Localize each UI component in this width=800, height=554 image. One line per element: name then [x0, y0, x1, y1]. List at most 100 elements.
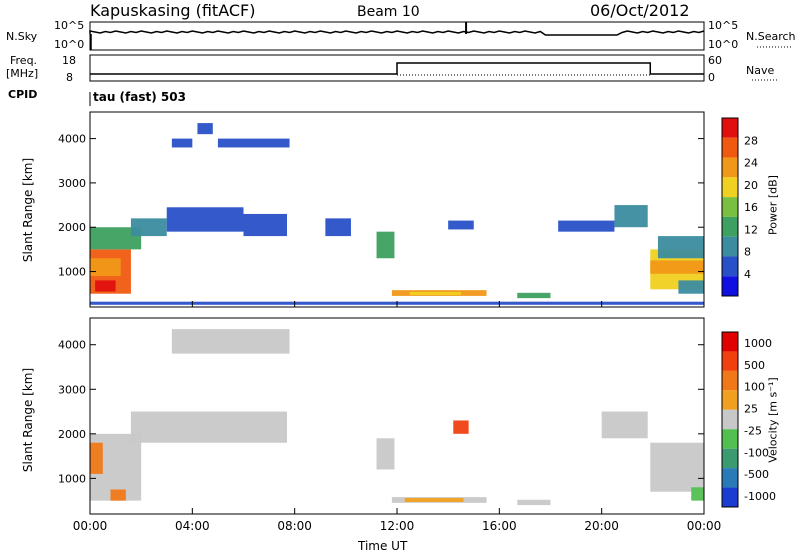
nsearch-tick-bottom: 10^0: [708, 38, 739, 51]
velocity-colorbar-tick: 100: [744, 381, 765, 394]
cpid-value: tau (fast) 503: [93, 90, 186, 104]
velocity-colorbar-swatch: [722, 370, 738, 391]
velocity-ytick-label: 4000: [58, 339, 86, 352]
velocity-colorbar-tick: -500: [744, 468, 769, 481]
velocity-colorbar-tick: 1000: [744, 337, 772, 350]
power-echo-region: [657, 236, 704, 259]
nsearch-tick-top: 10^5: [708, 19, 739, 32]
power-colorbar-swatch: [722, 118, 738, 138]
power-echo-region: [650, 260, 704, 274]
velocity-colorbar-swatch: [722, 409, 738, 430]
freq-tick-bottom: 8: [66, 71, 73, 84]
velocity-colorbar-swatch: [722, 429, 738, 449]
velocity-colorbar-frame: [721, 331, 739, 508]
time-xlabel: Time UT: [358, 539, 408, 553]
time-xtick-label: 16:00: [482, 519, 517, 533]
velocity-colorbar-swatch: [722, 332, 738, 352]
velocity-echo-region: [376, 438, 395, 470]
velocity-colorbar-tick: 500: [744, 359, 765, 372]
beam-label: Beam 10: [357, 4, 420, 20]
velocity-colorbar-swatch: [722, 351, 738, 371]
time-xtick-label: 00:00: [687, 519, 722, 533]
velocity-echo-region: [517, 499, 551, 506]
noise-trace: [89, 30, 705, 36]
power-echo-region: [243, 213, 287, 237]
power-echo-region: [376, 231, 395, 259]
power-echo-region: [217, 138, 290, 148]
freq-tick-top: 18: [62, 54, 76, 67]
power-colorbar-swatch: [722, 216, 738, 237]
power-colorbar-tick: 24: [744, 157, 758, 170]
power-colorbar-swatch: [722, 256, 738, 277]
velocity-echo-region: [404, 497, 464, 502]
power-colorbar-frame: [721, 117, 739, 297]
power-echo-region: [517, 292, 551, 299]
velocity-ytick-label: 2000: [58, 428, 86, 441]
power-colorbar-tick: 16: [744, 201, 758, 214]
mhz-label: [MHz]: [6, 67, 39, 80]
power-echo-region: [197, 123, 213, 135]
velocity-colorbar-tick: -1000: [744, 490, 776, 503]
noise-panel-frame: [89, 21, 705, 51]
power-echo-region: [95, 280, 116, 292]
velocity-echo-region: [691, 487, 704, 501]
power-echo-region: [409, 291, 461, 296]
velocity-echo-region: [601, 411, 648, 439]
date-label: 06/Oct/2012: [590, 1, 690, 20]
velocity-ytick-label: 3000: [58, 383, 86, 396]
power-colorbar-tick: 4: [744, 268, 751, 281]
freq-trace: [90, 62, 704, 75]
power-echo-region: [678, 280, 704, 294]
velocity-colorbar-swatch: [722, 448, 738, 469]
time-xtick-label: 12:00: [380, 519, 415, 533]
nsky-tick-bottom: 10^0: [54, 38, 85, 51]
power-colorbar-tick: 20: [744, 179, 758, 192]
power-ytick-label: 4000: [58, 133, 86, 146]
power-colorbar-swatch: [722, 137, 738, 158]
freq-label: Freq.: [10, 54, 38, 67]
power-ytick-label: 1000: [58, 266, 86, 279]
velocity-echo-region: [110, 489, 126, 501]
time-xtick-label: 04:00: [175, 519, 210, 533]
power-colorbar-swatch: [722, 157, 738, 178]
power-echo-region: [90, 227, 142, 250]
nsky-label: N.Sky: [6, 30, 38, 43]
velocity-colorbar-tick: -100: [744, 446, 769, 459]
nave-tick-top: 60: [708, 54, 722, 67]
velocity-echo-region: [171, 329, 290, 354]
power-panel: 1000 2000 3000 4000 4 8 12 16 20 24 28: [58, 111, 758, 308]
power-colorbar-swatch: [722, 177, 738, 198]
power-echo-region: [448, 220, 474, 230]
cpid-label: CPID: [8, 88, 38, 101]
velocity-colorbar-tick: 25: [744, 403, 758, 416]
velocity-echo-region: [130, 411, 287, 443]
velocity-echo-region: [650, 442, 704, 492]
freq-panel-frame: [89, 54, 705, 82]
time-xtick-label: 20:00: [584, 519, 619, 533]
velocity-colorbar-swatch: [722, 390, 738, 410]
time-xtick-label: 08:00: [277, 519, 312, 533]
nave-tick-bottom: 0: [708, 71, 715, 84]
power-echo-region: [325, 218, 351, 237]
power-echo-region: [90, 258, 121, 276]
nsky-tick-top: 10^5: [54, 19, 85, 32]
nave-label: Nave: [746, 64, 775, 77]
velocity-echo-region: [453, 420, 469, 434]
velocity-ytick-label: 1000: [58, 472, 86, 485]
power-echo-region: [130, 218, 167, 237]
power-colorbar-tick: 8: [744, 246, 751, 259]
time-xtick-label: 00:00: [73, 519, 108, 533]
velocity-panel: 1000 2000 3000 4000 1000 500 100 25 -25 -100 -500 -…: [58, 317, 776, 515]
power-ytick-label: 3000: [58, 177, 86, 190]
velocity-colorbar-swatch: [722, 487, 738, 507]
nsearch-label: N.Search: [746, 30, 796, 43]
power-colorbar-swatch: [722, 236, 738, 257]
power-echo-region: [171, 138, 193, 148]
power-colorbar-swatch: [722, 276, 738, 296]
radar-title: Kapuskasing (fitACF): [90, 1, 256, 20]
power-colorbar-tick: 12: [744, 223, 758, 236]
power-colorbar-tick: 28: [744, 134, 758, 147]
power-echo-region: [166, 207, 244, 232]
power-echo-region: [558, 220, 615, 232]
